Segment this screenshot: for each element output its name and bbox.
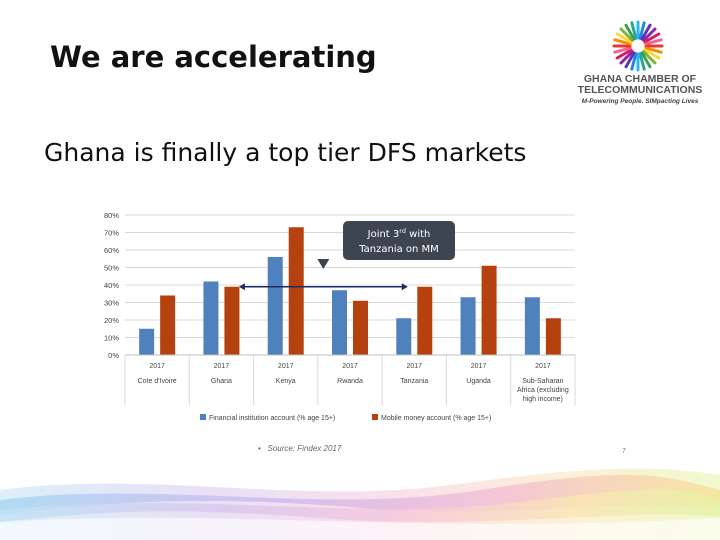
bar-mobile-money (224, 286, 240, 355)
bar-financial-institution (203, 281, 219, 355)
y-tick-label: 50% (104, 264, 119, 273)
annotation-arrow-left-head (238, 283, 245, 291)
bar-mobile-money (417, 286, 433, 355)
sunburst-logo-icon (612, 20, 664, 72)
logo-ray (624, 51, 636, 69)
logo-ray (642, 50, 657, 65)
x-category-label: Cote d'Ivoire (138, 378, 177, 385)
bar-financial-institution (267, 257, 283, 355)
x-year-label: 2017 (471, 363, 487, 370)
x-category-label: Ghana (211, 378, 232, 385)
logo-ray (624, 23, 636, 41)
bar-financial-institution (524, 297, 540, 355)
logo-ray (615, 32, 633, 44)
bar-chart: 0% 10% 20% 30% 40% 50% 60% 70% 80% 2017 Cote d'Ivo… (104, 211, 576, 422)
legend-swatch (372, 414, 378, 420)
bar-mobile-money (481, 265, 497, 355)
bar-financial-institution (139, 328, 155, 355)
logo-name: GHANA CHAMBER OF TELECOMMUNICATIONS (566, 74, 714, 96)
bar-mobile-money (545, 318, 561, 355)
y-tick-label: 20% (104, 316, 119, 325)
bar-mobile-money (288, 227, 304, 355)
logo-ray (644, 46, 663, 54)
x-year-label: 2017 (278, 363, 294, 370)
logo-name-line1: GHANA CHAMBER OF (583, 73, 697, 85)
logo-ray (643, 48, 661, 60)
x-year-label: 2017 (149, 363, 165, 370)
logo-tagline: M-Powering People. SIMpacting Lives (581, 98, 699, 105)
legend-label: Financial institution account (% age 15+… (209, 415, 335, 422)
y-tick-label: 60% (104, 246, 119, 255)
y-tick-label: 0% (108, 351, 119, 360)
slide-subtitle: Ghana is finally a top tier DFS markets (44, 138, 527, 167)
page-number: 7 (622, 448, 626, 455)
logo-ray (630, 21, 638, 40)
logo: GHANA CHAMBER OF TELECOMMUNICATIONS M-Po… (566, 20, 714, 112)
x-category-label: Africa (excluding (517, 387, 569, 394)
bar-financial-institution (460, 297, 476, 355)
bar-financial-institution (332, 290, 347, 355)
source-note: • Source: Findex 2017 (258, 444, 341, 453)
annotation-callout (343, 221, 455, 260)
callout-line2: Tanzania on MM (358, 244, 439, 255)
source-bullet: • (258, 444, 261, 453)
x-category-label: high income) (523, 396, 563, 403)
logo-ray (619, 27, 634, 42)
logo-ray (642, 27, 657, 42)
x-category-label: Sub-Saharan (522, 378, 563, 385)
logo-ray (640, 23, 652, 41)
y-tick-label: 80% (104, 211, 119, 220)
annotation-arrow-right-head (401, 283, 408, 291)
legend-label: Mobile money account (% age 15+) (381, 415, 491, 422)
logo-ray (615, 48, 633, 60)
x-category-label: Rwanda (337, 378, 363, 385)
x-year-label: 2017 (406, 363, 422, 370)
source-text: Source: Findex 2017 (267, 444, 342, 453)
x-year-label: 2017 (214, 363, 230, 370)
slide-title: We are accelerating (50, 40, 377, 74)
bar-mobile-money (353, 300, 368, 355)
logo-ray (644, 38, 663, 46)
logo-name-line2: TELECOMMUNICATIONS (577, 84, 703, 96)
y-tick-label: 70% (104, 229, 119, 238)
y-tick-label: 10% (104, 334, 119, 343)
x-year-label: 2017 (535, 363, 551, 370)
bar-financial-institution (396, 318, 412, 355)
logo-ray (643, 32, 661, 44)
logo-ray (638, 52, 646, 71)
x-category-label: Kenya (276, 378, 296, 385)
legend-swatch (200, 414, 206, 420)
y-tick-label: 30% (104, 299, 119, 308)
logo-ray (638, 21, 646, 40)
logo-ray (630, 52, 638, 71)
y-tick-label: 40% (104, 281, 119, 290)
bar-mobile-money (160, 295, 176, 355)
logo-ray (613, 46, 632, 54)
logo-ray (613, 38, 632, 46)
callout-line1: Joint 3rd with (367, 227, 431, 240)
logo-ray (640, 51, 652, 69)
callout-pointer (317, 259, 330, 269)
x-category-label: Tanzania (400, 378, 428, 385)
x-year-label: 2017 (342, 363, 358, 370)
decorative-waves (0, 468, 720, 540)
x-category-label: Uganda (466, 378, 491, 385)
logo-ray (619, 50, 634, 65)
